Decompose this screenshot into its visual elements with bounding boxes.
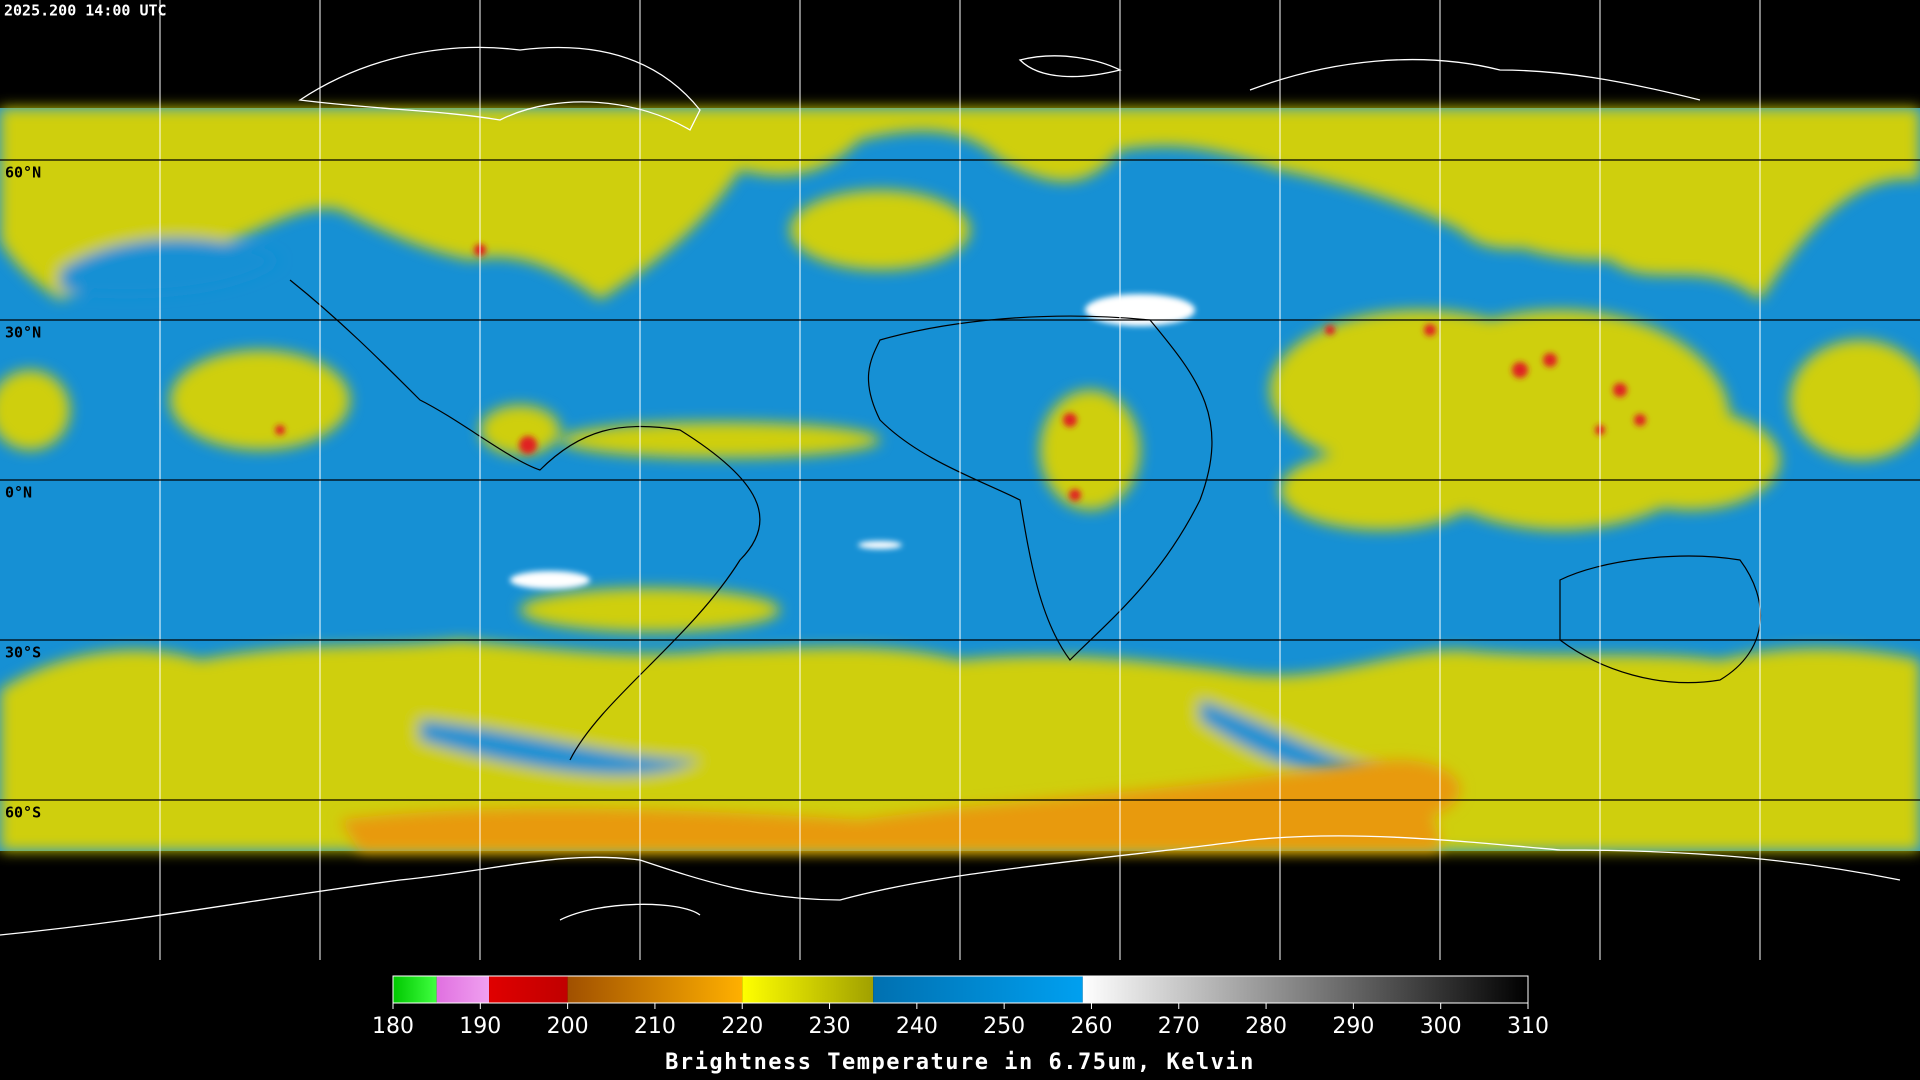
colorbar-tick-label: 310	[1507, 1014, 1549, 1039]
colorbar: 180 190 200 210 220 230 240 250 260 270 280 290 300 3…	[372, 975, 1549, 1039]
continent-outlines	[289, 279, 1762, 761]
colorbar-tick-label: 200	[547, 1014, 589, 1039]
coastlines	[0, 46, 1901, 936]
colorbar-segment	[489, 976, 568, 1003]
colorbar-segment	[873, 976, 1083, 1003]
latitude-label: 60°N	[5, 164, 41, 182]
graticule	[0, 0, 1920, 960]
colorbar-tick-label: 280	[1245, 1014, 1287, 1039]
colorbar-tick-label: 220	[721, 1014, 763, 1039]
latitude-label: 60°S	[5, 804, 41, 822]
colorbar-tick-label: 260	[1070, 1014, 1112, 1039]
colorbar-tick-label: 300	[1420, 1014, 1462, 1039]
latitude-label: 0°N	[5, 484, 32, 502]
cold-field	[340, 760, 1460, 851]
latitude-labels: 60°N 30°N 0°N 30°S 60°S	[5, 164, 41, 822]
colorbar-tick-label: 190	[459, 1014, 501, 1039]
colorbar-tick-label: 230	[809, 1014, 851, 1039]
colorbar-segment	[1082, 976, 1528, 1003]
colorbar-segment	[742, 976, 874, 1003]
latitude-label: 30°S	[5, 644, 41, 662]
colorbar-tick-label: 250	[983, 1014, 1025, 1039]
colorbar-tick-label: 240	[896, 1014, 938, 1039]
colorbar-segment	[567, 976, 743, 1003]
colorbar-title: Brightness Temperature in 6.75um, Kelvin	[665, 1050, 1255, 1075]
very-dry-patches	[510, 294, 1195, 589]
colorbar-segment	[393, 976, 437, 1003]
colorbar-tick-label: 290	[1332, 1014, 1374, 1039]
colorbar-tick-label: 270	[1158, 1014, 1200, 1039]
convective-cores	[275, 244, 1646, 501]
latitude-label: 30°N	[5, 324, 41, 342]
colorbar-frame	[392, 975, 1529, 1004]
colorbar-segment	[436, 976, 490, 1003]
colorbar-tick-label: 180	[372, 1014, 414, 1039]
timestamp: 2025.200 14:00 UTC	[4, 2, 167, 20]
colorbar-tick-label: 210	[634, 1014, 676, 1039]
